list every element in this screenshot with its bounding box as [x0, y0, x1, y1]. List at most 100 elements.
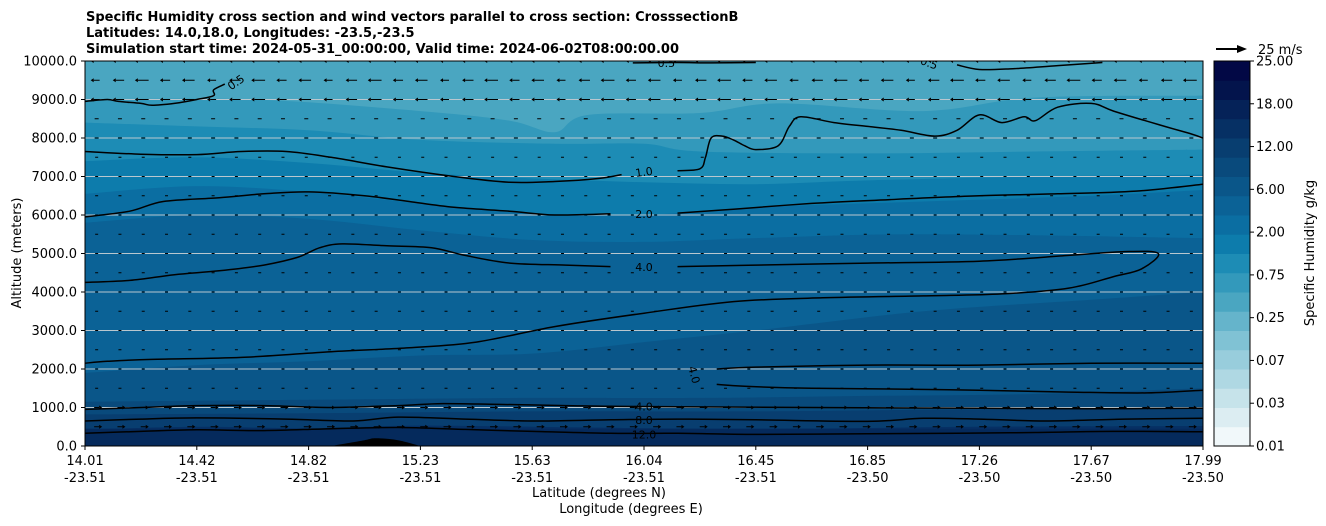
wind-vector-head	[1182, 78, 1186, 83]
colorbar-segment	[1214, 215, 1250, 235]
wind-vector-head	[509, 78, 513, 83]
wind-vector-head	[262, 424, 266, 429]
contour-label: 2.0	[635, 208, 653, 221]
x-tick-label-lat: 16.85	[849, 454, 886, 469]
wind-vector-head	[323, 78, 327, 83]
wind-vector-head	[858, 97, 862, 102]
x-tick-label-lat: 15.23	[402, 454, 439, 469]
wind-vector-head	[518, 424, 522, 429]
wind-vector-head	[440, 78, 444, 83]
title-line-2: Latitudes: 14.0,18.0, Longitudes: -23.5,…	[86, 26, 415, 41]
wind-vector-head	[634, 424, 638, 429]
colorbar-tick-label: 6.00	[1256, 183, 1285, 198]
colorbar-segment	[1214, 99, 1250, 120]
contour-line-4	[677, 102, 1203, 172]
wind-vector-head	[578, 78, 582, 83]
y-tick-label: 5000.0	[32, 247, 78, 262]
wind-vector-head	[495, 405, 499, 410]
wind-vector-head	[1170, 424, 1174, 429]
x-tick-label-lon: -23.50	[847, 471, 889, 486]
x-tick-label-lat: 17.67	[1073, 454, 1110, 469]
wind-vector-head	[1113, 78, 1117, 83]
x-tick-label-lon: -23.50	[1070, 471, 1112, 486]
wind-vector-head	[789, 97, 793, 102]
wind-vector-head	[169, 424, 173, 429]
colorbar-segment	[1214, 311, 1250, 331]
wind-vector-head	[134, 78, 138, 83]
colorbar-segment	[1214, 407, 1250, 428]
y-axis: 0.0 1000.0 2000.0 3000.0 4000.0 5000.0 6000.0 7…	[23, 55, 85, 455]
wind-vector-head	[1160, 97, 1164, 102]
x-tick-label-lon: -23.51	[735, 471, 777, 486]
wind-vector-head	[984, 424, 988, 429]
wind-vector-head	[880, 97, 884, 102]
wind-vector-head	[611, 424, 615, 429]
wind-vector-head	[695, 97, 699, 102]
x-tick-label-lat: 16.04	[625, 454, 662, 469]
colorbar-segment	[1214, 234, 1250, 254]
wind-vector-head	[564, 405, 568, 410]
wind-vector-head	[880, 78, 884, 83]
contour-line-2	[956, 61, 1103, 71]
wind-vector-head	[159, 97, 163, 102]
wind-vector-head	[927, 78, 931, 83]
wind-vector-head	[578, 97, 582, 102]
x-tick-label-lon: -23.50	[1182, 471, 1224, 486]
wind-vector-head	[182, 97, 186, 102]
title-line-1: Specific Humidity cross section and wind…	[86, 10, 738, 25]
wind-vector-head	[1138, 78, 1142, 83]
colorbar: 0.01 0.03 0.07 0.25 0.75 2.00 6.00 12.00 18.00 25…	[1213, 55, 1293, 455]
wind-vector-head	[905, 78, 909, 83]
wind-vector-head	[345, 97, 349, 102]
colorbar-segment	[1214, 330, 1250, 351]
wind-vector-head	[764, 97, 768, 102]
wind-vector-head	[285, 424, 289, 429]
wind-vector-head	[462, 97, 466, 102]
colorbar-frame	[1213, 60, 1251, 447]
wind-vector-head	[518, 405, 522, 410]
colorbar-tick-label: 12.00	[1256, 140, 1293, 155]
wind-vector-head	[298, 97, 302, 102]
wind-vector-head	[950, 78, 954, 83]
wind-vector-head	[192, 424, 196, 429]
colorbar-tick-label: 0.75	[1256, 268, 1285, 283]
wind-vector-head	[251, 78, 255, 83]
quiver-key: 25 m/s	[1216, 43, 1303, 58]
contour-label: 8.0	[635, 414, 653, 427]
y-tick-label: 6000.0	[32, 209, 78, 224]
y-tick-label: 2000.0	[32, 363, 78, 378]
wind-vector-head	[833, 78, 837, 83]
quiver-key-arrowhead	[1237, 45, 1247, 53]
wind-vector-head	[1044, 78, 1048, 83]
colorbar-tick-label: 18.00	[1256, 97, 1293, 112]
wind-vector-head	[833, 97, 837, 102]
colorbar-segment	[1214, 80, 1250, 100]
wind-vector-head	[867, 424, 871, 429]
wind-vector-head	[276, 78, 280, 83]
contour-label: 4.0	[635, 401, 653, 414]
colorbar-segment	[1214, 292, 1250, 312]
wind-vector-head	[695, 78, 699, 83]
colorbar-tick-label: 0.03	[1256, 397, 1285, 412]
wind-vector-head	[927, 97, 931, 102]
wind-vector-head	[484, 78, 488, 83]
wind-vector-head	[997, 97, 1001, 102]
wind-vector-head	[1147, 424, 1151, 429]
x-tick-label-lat: 16.45	[737, 454, 774, 469]
colorbar-tick-label: 0.25	[1256, 311, 1285, 326]
wind-vector-head	[134, 97, 138, 102]
x-tick-label-lat: 14.82	[290, 454, 327, 469]
y-tick-label: 4000.0	[32, 286, 78, 301]
wind-vector-head	[1123, 424, 1127, 429]
x-axis: 14.01 -23.51 14.42 -23.51 14.82 -23.51 15.23 -2…	[64, 446, 1224, 486]
wind-vector-head	[905, 97, 909, 102]
wind-vector-head	[238, 405, 242, 410]
x-tick-label-lon: -23.50	[958, 471, 1000, 486]
wind-vector-head	[159, 78, 163, 83]
wind-vector-head	[448, 405, 452, 410]
wind-vector-head	[950, 97, 954, 102]
wind-vector-head	[276, 97, 280, 102]
wind-vector-head	[1030, 424, 1034, 429]
wind-vector-head	[509, 97, 513, 102]
x-tick-label-lat: 17.99	[1184, 454, 1221, 469]
